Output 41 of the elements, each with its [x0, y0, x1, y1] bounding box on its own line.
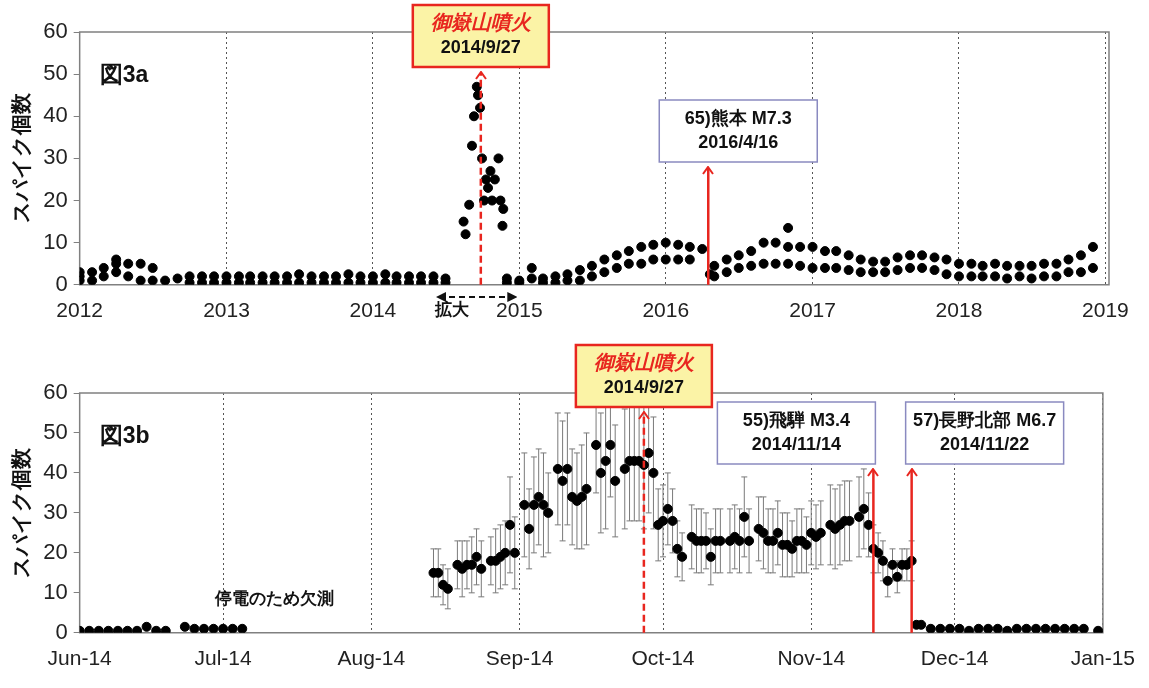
y-tick-label: 30 [43, 144, 68, 170]
ref-line-label: 御嶽山噴火 2014/9/27 [430, 11, 532, 58]
x-tick-label: 2019 [1082, 298, 1129, 322]
x-tick-label: 2015 [495, 298, 543, 322]
y-axis-title: スパイク個数 [9, 92, 33, 224]
y-tick-label: 30 [43, 498, 68, 524]
y-tick-label: 40 [43, 102, 68, 128]
y-tick-label: 20 [43, 186, 68, 212]
x-tick-label: 2014 [349, 298, 397, 322]
y-tick-label: 20 [43, 538, 68, 564]
y-tick-label: 50 [43, 419, 68, 445]
x-tick-label: Oct-14 [631, 646, 695, 670]
y-tick-label: 60 [43, 379, 68, 405]
x-tick-label: Dec-14 [920, 646, 989, 670]
text: 図3a [99, 61, 149, 88]
x-tick-label: 2012 [56, 298, 104, 322]
x-tick-label: 2016 [642, 298, 690, 322]
ref-line-label: 御嶽山噴火 2014/9/27 [593, 351, 695, 398]
x-tick-label: Aug-14 [337, 646, 406, 670]
x-tick-label: Jan-15 [1070, 646, 1135, 670]
x-tick-label: 2018 [935, 298, 983, 322]
y-tick-label: 10 [43, 578, 68, 604]
x-tick-label: Jun-14 [47, 646, 113, 670]
y-tick-label: 0 [55, 270, 68, 296]
y-tick-label: 60 [43, 18, 68, 44]
x-tick-label: 2017 [789, 298, 836, 322]
text: 図3b [99, 422, 150, 449]
x-tick-label: Nov-14 [777, 646, 846, 670]
y-axis-title: スパイク個数 [9, 446, 33, 578]
y-tick-label: 10 [43, 228, 68, 254]
ref-line-label: 57)長野北部 M6.7 2014/11/22 [913, 409, 1057, 455]
x-tick-label: 2013 [203, 298, 250, 322]
y-tick-label: 0 [55, 618, 68, 644]
ref-line-label: 55)飛騨 M3.4 2014/11/14 [742, 409, 850, 455]
y-tick-label: 40 [43, 459, 68, 484]
x-tick-label: Jul-14 [194, 646, 253, 670]
annotation: 停電のため欠測 [213, 588, 334, 608]
text: 拡大 [433, 299, 470, 319]
ref-line-label: 65)熊本 M7.3 2016/4/16 [684, 107, 792, 153]
y-tick-label: 50 [43, 60, 68, 86]
x-tick-label: Sep-14 [485, 646, 554, 670]
